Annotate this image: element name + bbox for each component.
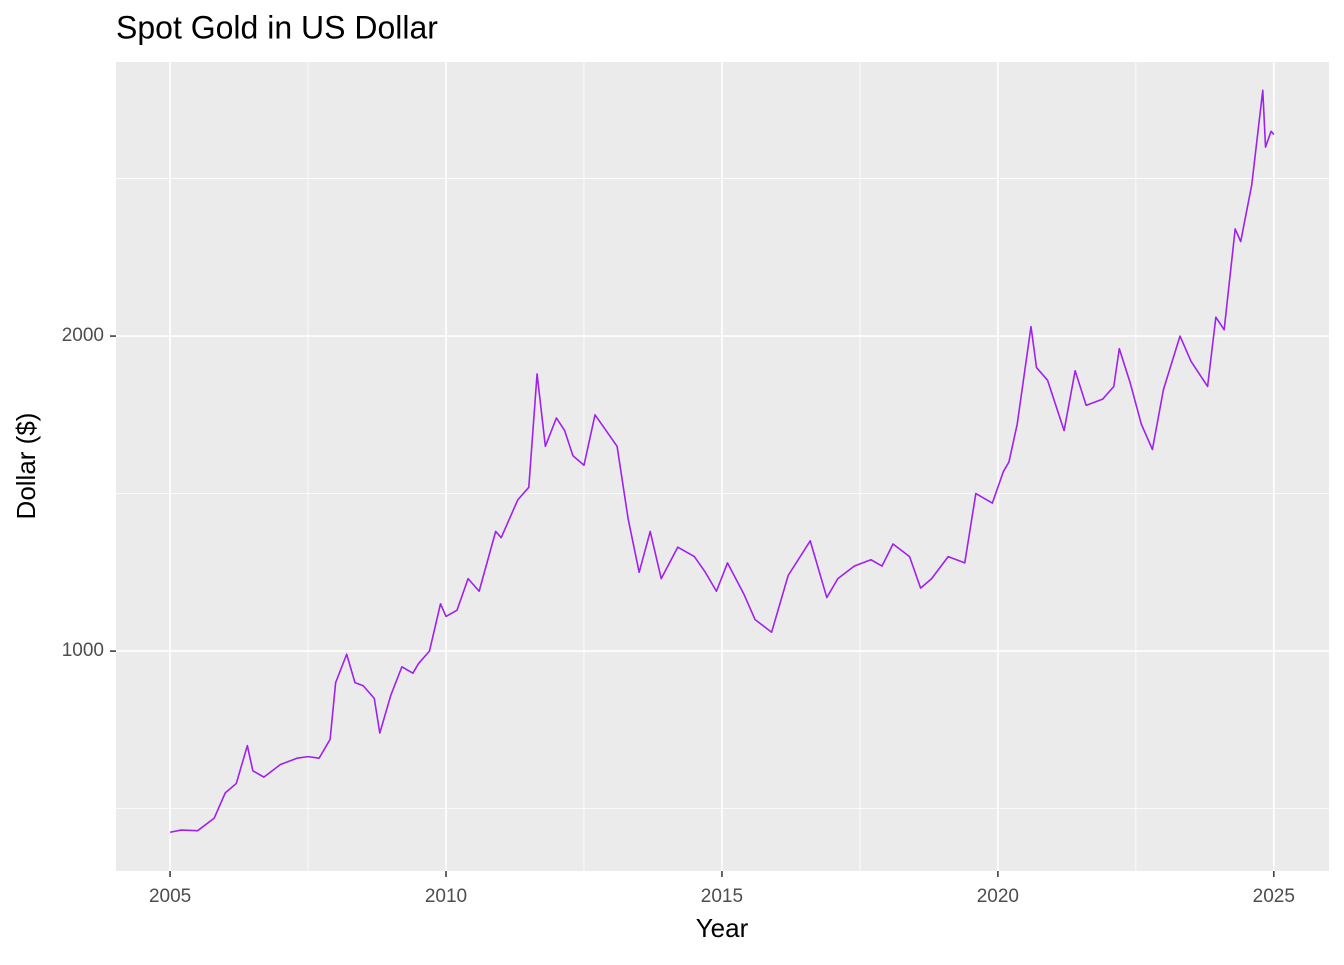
x-axis-label: Year — [696, 913, 749, 943]
x-tick-label: 2005 — [149, 886, 191, 907]
y-tick-label: 1000 — [62, 640, 104, 661]
x-tick-label: 2015 — [701, 886, 743, 907]
x-tick-label: 2020 — [977, 886, 1019, 907]
y-axis-label: Dollar ($) — [11, 413, 41, 520]
y-tick-label: 2000 — [62, 325, 104, 346]
x-tick-label: 2025 — [1253, 886, 1295, 907]
chart-title: Spot Gold in US Dollar — [116, 9, 438, 45]
x-tick-label: 2010 — [425, 886, 467, 907]
data-line — [169, 89, 1275, 834]
